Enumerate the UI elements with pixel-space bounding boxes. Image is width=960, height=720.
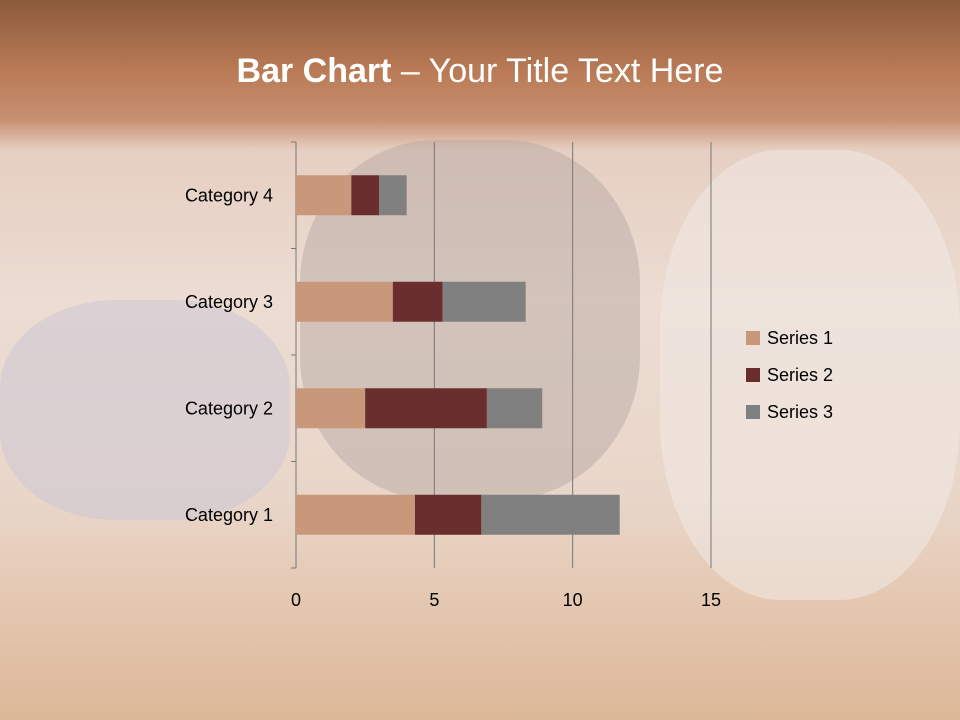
background-photo-folders [0,300,290,520]
legend-label: Series 1 [767,328,833,348]
legend-label: Series 3 [767,402,833,422]
category-label: Category 2 [185,398,273,418]
bar-series-3 [486,388,543,429]
legend-swatch [746,405,760,419]
legend-swatch [746,368,760,382]
category-label: Category 1 [185,505,273,525]
bar-series-2 [414,494,482,535]
legend-label: Series 2 [767,365,833,385]
bar-series-1 [296,281,393,322]
x-tick-label: 5 [429,590,439,610]
bar-series-2 [392,281,443,322]
bar-series-1 [296,494,415,535]
legend-swatch [746,331,760,345]
bar-series-2 [365,388,487,429]
background-photo-papers [660,150,960,600]
bar-series-3 [481,494,620,535]
x-tick-label: 0 [291,590,301,610]
bar-series-1 [296,388,366,429]
bar-series-1 [296,175,352,216]
x-tick-label: 15 [701,590,721,610]
bar-series-3 [379,175,407,216]
x-tick-label: 10 [563,590,583,610]
category-label: Category 4 [185,185,273,205]
category-label: Category 3 [185,292,273,312]
slide-title: Bar Chart – Your Title Text Here [236,52,724,90]
bar-series-2 [351,175,379,216]
bar-series-3 [442,281,526,322]
